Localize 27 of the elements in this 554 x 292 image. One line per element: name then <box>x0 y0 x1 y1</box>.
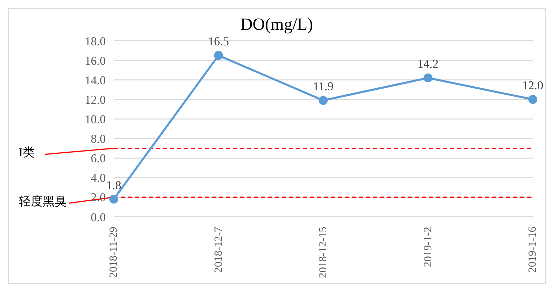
point <box>528 95 538 104</box>
chart-title: DO(mg/L) <box>240 15 314 35</box>
point <box>319 96 328 106</box>
y-tick-label: 6.0 <box>91 152 106 166</box>
x-tick-label: 2018-12-15 <box>318 226 330 278</box>
x-tick-label: 2018-12-7 <box>212 226 225 273</box>
data-label: 11.9 <box>313 80 334 94</box>
data-label: 12.0 <box>522 78 544 93</box>
x-tick-label: 2019-1-16 <box>527 226 539 273</box>
ref-line-label: I类 <box>19 146 35 160</box>
y-tick-label: 16.0 <box>85 54 106 68</box>
y-tick-label: 10.0 <box>85 112 106 126</box>
y-tick-label: 14.0 <box>85 73 106 88</box>
data-label: 16.5 <box>208 34 230 49</box>
y-tick-label: 4.0 <box>91 171 106 186</box>
point <box>214 51 224 60</box>
x-tick-label: 2018-11-29 <box>108 226 120 278</box>
point <box>424 74 433 83</box>
y-tick-label: 8.0 <box>91 132 106 146</box>
data-label: 1.8 <box>106 178 122 192</box>
data-label: 14.2 <box>418 57 439 72</box>
y-tick-label: 12.0 <box>85 92 106 107</box>
y-tick-label: 0.0 <box>91 210 106 224</box>
ref-line-label: 轻度黑臭 <box>19 194 67 208</box>
y-tick-label: 18.0 <box>85 34 106 48</box>
x-tick-label: 2019-1-2 <box>422 227 434 268</box>
point <box>110 194 118 204</box>
